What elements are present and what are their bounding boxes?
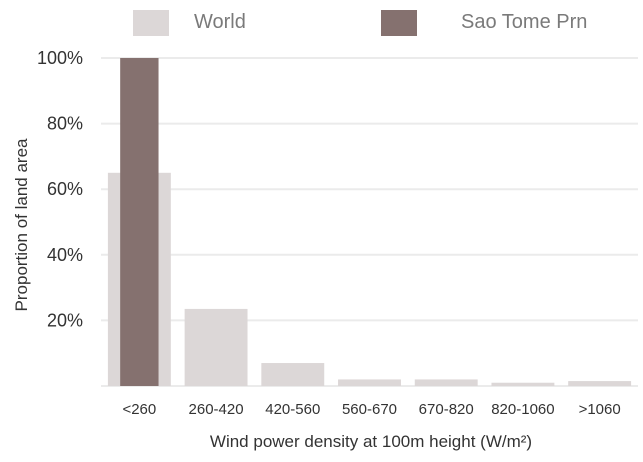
gridlines <box>101 57 638 387</box>
y-tick-label: 40% <box>47 245 83 265</box>
x-axis-ticks: <260 260-420 420-560 560-670 670-820 820-1060… <box>122 401 620 418</box>
y-tick-label: 80% <box>47 114 83 134</box>
legend-swatch <box>133 10 169 36</box>
x-tick-label: 560-670 <box>342 401 397 418</box>
bar-country <box>120 58 159 386</box>
x-tick-label: 420-560 <box>265 401 320 418</box>
y-axis-ticks: 20% 40% 60% 80% 100% <box>37 48 83 330</box>
x-tick-label: <260 <box>122 401 156 418</box>
legend-label: World <box>194 11 246 33</box>
y-axis-label: Proportion of land area <box>12 138 31 311</box>
bar-world <box>491 382 555 386</box>
bar-world <box>261 363 325 386</box>
x-tick-label: >1060 <box>579 401 621 418</box>
bar-world <box>414 379 478 386</box>
legend: World Sao Tome Prn <box>133 10 587 36</box>
bars <box>107 58 632 386</box>
y-tick-label: 20% <box>47 310 83 330</box>
y-tick-label: 100% <box>37 48 83 68</box>
y-tick-label: 60% <box>47 179 83 199</box>
x-axis-label: Wind power density at 100m height (W/m²) <box>210 432 532 451</box>
legend-label: Sao Tome Prn <box>461 11 587 33</box>
x-tick-label: 820-1060 <box>491 401 554 418</box>
bar-world <box>338 379 401 386</box>
x-tick-label: 670-820 <box>419 401 474 418</box>
x-tick-label: 260-420 <box>189 401 244 418</box>
legend-swatch <box>381 10 417 36</box>
bar-world <box>568 381 632 386</box>
bar-world <box>184 308 248 386</box>
